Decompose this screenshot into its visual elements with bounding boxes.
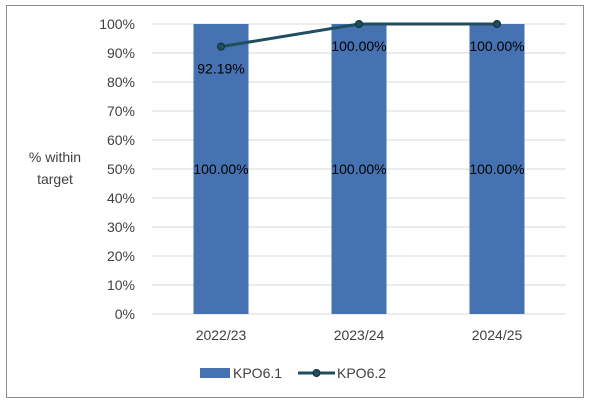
y-tick-label: 90% [107, 45, 135, 61]
y-tick-label: 70% [107, 103, 135, 119]
line-data-labels: 92.19% 100.00% 100.00% [197, 38, 524, 77]
y-tick-label: 40% [107, 190, 135, 206]
bar-series [193, 24, 525, 314]
y-tick-label: 80% [107, 74, 135, 90]
y-tick-label: 30% [107, 219, 135, 235]
bar [193, 24, 249, 314]
y-axis-label-line-2: target [37, 171, 73, 187]
y-axis-label-line-1: % within [29, 149, 81, 165]
y-tick-label: 100% [99, 16, 135, 32]
bar-data-label: 100.00% [193, 161, 248, 177]
y-tick-label: 20% [107, 248, 135, 264]
bar-data-label: 100.00% [469, 161, 524, 177]
bar-data-label: 100.00% [331, 161, 386, 177]
bar-data-labels: 100.00% 100.00% 100.00% [193, 161, 524, 177]
x-axis-ticks: 2022/23 2023/24 2024/25 [196, 327, 523, 343]
legend-swatch-bar [200, 368, 230, 378]
y-axis-label: % within target [29, 149, 81, 187]
line-point [355, 20, 363, 28]
y-tick-label: 10% [107, 277, 135, 293]
legend-label: KPO6.2 [337, 365, 386, 381]
legend: KPO6.1 KPO6.2 [200, 365, 386, 381]
y-tick-label: 50% [107, 161, 135, 177]
line-point [217, 42, 225, 51]
line-data-label: 92.19% [197, 61, 244, 77]
legend-label: KPO6.1 [233, 365, 282, 381]
line-point [493, 20, 501, 28]
line-data-label: 100.00% [469, 38, 524, 54]
bar [331, 24, 387, 314]
y-axis-ticks: 0% 10% 20% 30% 40% 50% 60% 70% 80% 90% 100% [99, 16, 135, 322]
x-tick-label: 2023/24 [334, 327, 385, 343]
legend-marker [312, 369, 321, 377]
y-tick-label: 0% [115, 306, 135, 322]
line-data-label: 100.00% [331, 38, 386, 54]
line-series [217, 20, 501, 51]
y-tick-label: 60% [107, 132, 135, 148]
bar [469, 24, 525, 314]
x-tick-label: 2024/25 [472, 327, 523, 343]
x-tick-label: 2022/23 [196, 327, 247, 343]
